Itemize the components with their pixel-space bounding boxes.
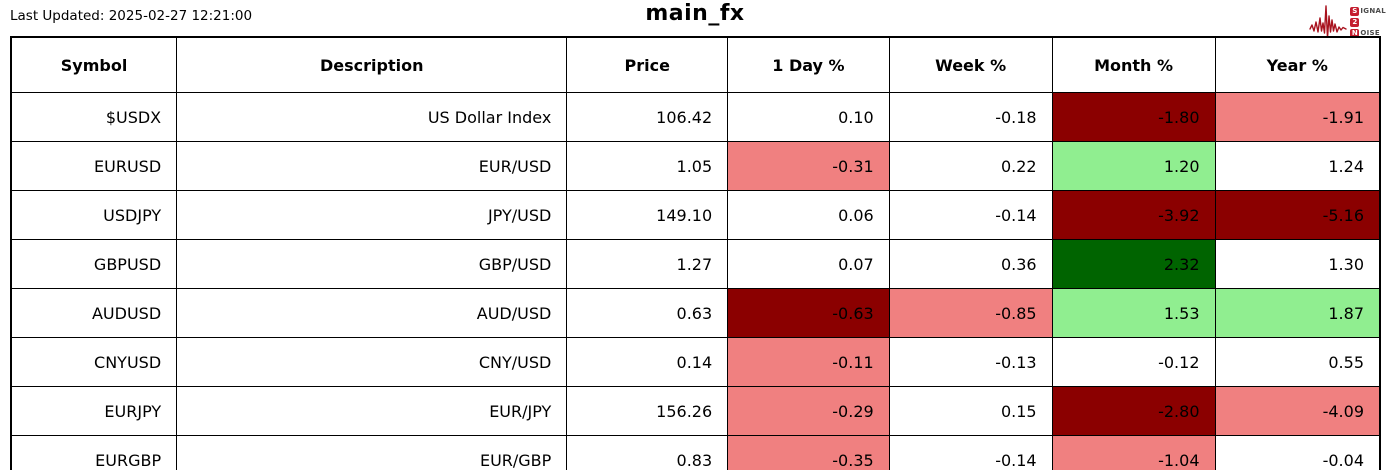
column-header-week-pct: Week %	[888, 36, 1053, 93]
logo-line-noise: N OISE	[1350, 28, 1386, 39]
cell-symbol: EURGBP	[10, 435, 178, 470]
cell-month-pct: -0.12	[1051, 337, 1216, 387]
column-header-description: Description	[176, 36, 568, 93]
column-header-year-pct: Year %	[1214, 36, 1381, 93]
cell-year-pct: -4.09	[1214, 386, 1381, 436]
logo-line-signal: S IGNAL	[1350, 6, 1386, 17]
cell-week-pct: 0.15	[888, 386, 1053, 436]
cell-day-pct: -0.35	[727, 435, 890, 470]
cell-month-pct: -1.04	[1051, 435, 1216, 470]
logo-2-badge: 2	[1350, 17, 1360, 27]
cell-month-pct: -2.80	[1051, 386, 1216, 436]
cell-description: GBP/USD	[176, 239, 568, 289]
cell-year-pct: 1.24	[1214, 141, 1381, 191]
table-row: $USDX US Dollar Index 106.42 0.10 -0.18 -1.80…	[10, 92, 1381, 142]
cell-symbol: CNYUSD	[10, 337, 178, 387]
cell-symbol: GBPUSD	[10, 239, 178, 289]
cell-symbol: USDJPY	[10, 190, 178, 240]
table-row: EURJPY EUR/JPY 156.26 -0.29 0.15 -2.80 -4.09	[10, 386, 1381, 436]
cell-day-pct: -0.63	[727, 288, 890, 338]
cell-year-pct: 1.30	[1214, 239, 1381, 289]
logo-line-2: 2	[1350, 17, 1386, 28]
cell-week-pct: -0.14	[888, 435, 1053, 470]
cell-description: EUR/USD	[176, 141, 568, 191]
table-row: EURUSD EUR/USD 1.05 -0.31 0.22 1.20 1.24	[10, 141, 1381, 191]
column-header-month-pct: Month %	[1051, 36, 1216, 93]
cell-description: CNY/USD	[176, 337, 568, 387]
cell-month-pct: 1.20	[1051, 141, 1216, 191]
cell-year-pct: -1.91	[1214, 92, 1381, 142]
table-row: CNYUSD CNY/USD 0.14 -0.11 -0.13 -0.12 0.55	[10, 337, 1381, 387]
last-updated-label: Last Updated: 2025-02-27 12:21:00	[10, 8, 253, 24]
cell-price: 149.10	[566, 190, 729, 240]
table-row: AUDUSD AUD/USD 0.63 -0.63 -0.85 1.53 1.87	[10, 288, 1381, 338]
cell-price: 106.42	[566, 92, 729, 142]
cell-week-pct: 0.22	[888, 141, 1053, 191]
cell-day-pct: 0.06	[727, 190, 890, 240]
table-row: GBPUSD GBP/USD 1.27 0.07 0.36 2.32 1.30	[10, 239, 1381, 289]
cell-price: 0.83	[566, 435, 729, 470]
cell-week-pct: -0.13	[888, 337, 1053, 387]
cell-year-pct: -5.16	[1214, 190, 1381, 240]
cell-week-pct: 0.36	[888, 239, 1053, 289]
cell-price: 1.27	[566, 239, 729, 289]
cell-description: AUD/USD	[176, 288, 568, 338]
cell-day-pct: -0.31	[727, 141, 890, 191]
cell-description: JPY/USD	[176, 190, 568, 240]
cell-price: 1.05	[566, 141, 729, 191]
logo-s-badge: S	[1350, 6, 1360, 16]
fx-table: Symbol Description Price 1 Day % Week % Month…	[10, 36, 1381, 470]
cell-symbol: AUDUSD	[10, 288, 178, 338]
logo-n-badge: N	[1350, 28, 1360, 38]
cell-day-pct: -0.11	[727, 337, 890, 387]
logo-signal-rest: IGNAL	[1360, 7, 1386, 15]
cell-week-pct: -0.18	[888, 92, 1053, 142]
cell-description: US Dollar Index	[176, 92, 568, 142]
cell-year-pct: 0.55	[1214, 337, 1381, 387]
table-body: $USDX US Dollar Index 106.42 0.10 -0.18 -1.80…	[10, 92, 1381, 470]
cell-week-pct: -0.85	[888, 288, 1053, 338]
table-row: USDJPY JPY/USD 149.10 0.06 -0.14 -3.92 -5.16	[10, 190, 1381, 240]
cell-description: EUR/GBP	[176, 435, 568, 470]
cell-day-pct: 0.10	[727, 92, 890, 142]
column-header-symbol: Symbol	[10, 36, 178, 93]
cell-symbol: EURJPY	[10, 386, 178, 436]
cell-symbol: EURUSD	[10, 141, 178, 191]
cell-price: 0.14	[566, 337, 729, 387]
logo-noise-rest: OISE	[1360, 29, 1380, 37]
cell-symbol: $USDX	[10, 92, 178, 142]
cell-month-pct: -3.92	[1051, 190, 1216, 240]
page-title: main_fx	[645, 1, 745, 26]
logo-text: S IGNAL 2 N OISE	[1350, 6, 1386, 39]
column-header-price: Price	[566, 36, 729, 93]
cell-description: EUR/JPY	[176, 386, 568, 436]
cell-year-pct: 1.87	[1214, 288, 1381, 338]
cell-year-pct: -0.04	[1214, 435, 1381, 470]
cell-month-pct: 2.32	[1051, 239, 1216, 289]
cell-week-pct: -0.14	[888, 190, 1053, 240]
cell-month-pct: 1.53	[1051, 288, 1216, 338]
table-row: EURGBP EUR/GBP 0.83 -0.35 -0.14 -1.04 -0.04	[10, 435, 1381, 470]
cell-price: 156.26	[566, 386, 729, 436]
cell-price: 0.63	[566, 288, 729, 338]
cell-day-pct: 0.07	[727, 239, 890, 289]
table-header-row: Symbol Description Price 1 Day % Week % Month…	[10, 36, 1381, 93]
cell-month-pct: -1.80	[1051, 92, 1216, 142]
cell-day-pct: -0.29	[727, 386, 890, 436]
column-header-day-pct: 1 Day %	[727, 36, 890, 93]
